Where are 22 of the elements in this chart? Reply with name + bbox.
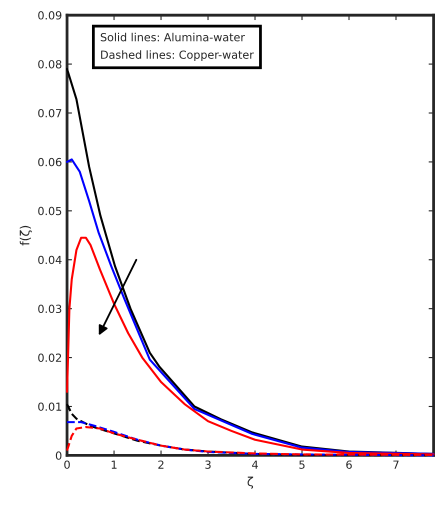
x-tick-label: 7	[393, 460, 399, 469]
y-tick-label: 0.03	[38, 304, 62, 314]
y-tick-label: 0.08	[38, 60, 62, 68]
y-tick-label: 0.02	[38, 354, 62, 362]
y-tick-label: 0.09	[38, 11, 62, 20]
y-tick-label: 0	[56, 451, 62, 460]
x-tick-label: 1	[112, 460, 117, 469]
x-tick-label: 4	[252, 460, 258, 469]
x-axis-title: ζ	[248, 476, 254, 489]
x-tick-label: 5	[299, 460, 305, 469]
x-tick-label: 0	[64, 460, 70, 469]
y-tick-label: 0.06	[38, 158, 62, 166]
annotation: Dashed lines: Copper-water	[101, 50, 254, 62]
x-tick-label: 2	[158, 460, 164, 469]
y-tick-label: 0.04	[38, 256, 62, 264]
y-tick-label: 0.05	[38, 206, 62, 216]
y-axis-title: f(ζ)	[20, 226, 32, 246]
x-tick-label: 3	[205, 460, 211, 469]
y-tick-label: 0.07	[38, 108, 62, 118]
x-tick-label: 6	[346, 460, 352, 469]
y-tick-label: 0.01	[38, 402, 62, 411]
annotation: Solid lines: Alumina-water	[100, 32, 245, 42]
